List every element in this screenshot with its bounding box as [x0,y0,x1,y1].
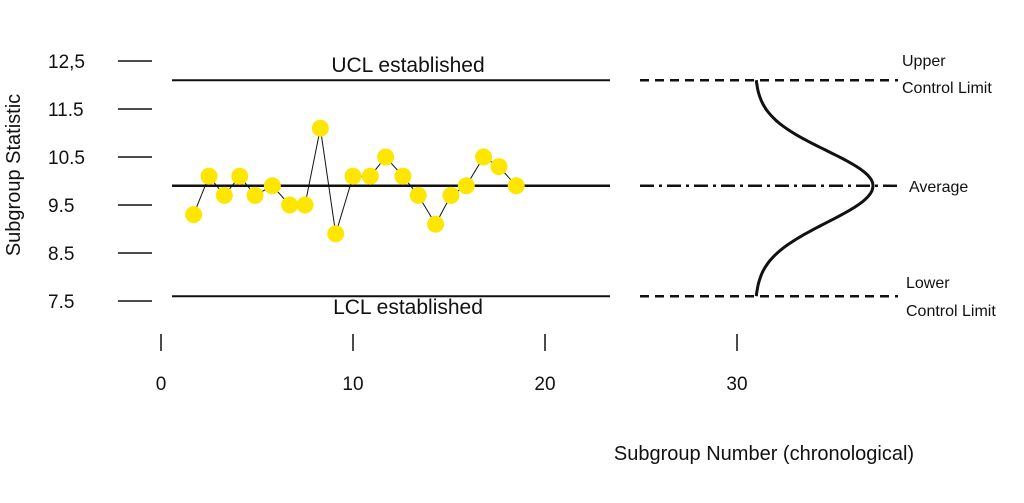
x-axis-title: Subgroup Number (chronological) [614,443,914,465]
data-point [296,196,314,214]
data-point [215,186,233,204]
data-point [361,167,379,185]
upper-label-line2: Control Limit [902,80,992,97]
y-tick-label: 11.5 [48,100,84,121]
data-point [327,225,345,243]
y-tick-marks [118,60,152,302]
ucl-label: UCL established [331,54,484,77]
data-point [311,119,329,137]
data-point [185,206,203,224]
y-tick-label: 8.5 [48,244,74,265]
lcl-label: LCL established [333,296,483,319]
y-tick-label: 7.5 [48,292,74,313]
data-point [246,186,264,204]
y-axis-title: Subgroup Statistic [3,94,25,256]
x-tick-label: 20 [534,374,555,395]
y-tick-label: 9.5 [48,196,74,217]
data-point [457,177,475,195]
x-tick-label: 10 [342,374,363,395]
data-point [263,177,281,195]
data-point [475,148,493,166]
y-tick-labels: 12,5 11.5 10.5 9.5 8.5 7.5 [48,52,85,313]
data-point [427,215,445,233]
data-point [507,177,525,195]
lower-label-line1: Lower [906,275,950,292]
lower-label-line2: Control Limit [906,303,996,320]
data-point [377,148,395,166]
data-point [409,186,427,204]
y-tick-label: 10.5 [48,148,85,169]
normal-distribution-curve [754,80,875,297]
x-tick-label: 30 [726,374,747,395]
average-label: Average [909,179,968,196]
data-point [344,167,362,185]
y-tick-label: 12,5 [48,52,85,73]
data-point [490,158,508,176]
upper-label-line1: Upper [902,53,946,70]
x-tick-label: 0 [156,374,167,395]
data-point [442,186,460,204]
data-point [281,196,299,214]
data-point [231,167,249,185]
data-point [200,167,218,185]
data-point [394,167,412,185]
data-points [185,119,525,243]
x-tick-marks [160,334,738,351]
x-tick-labels: 0 10 20 30 [156,374,748,395]
